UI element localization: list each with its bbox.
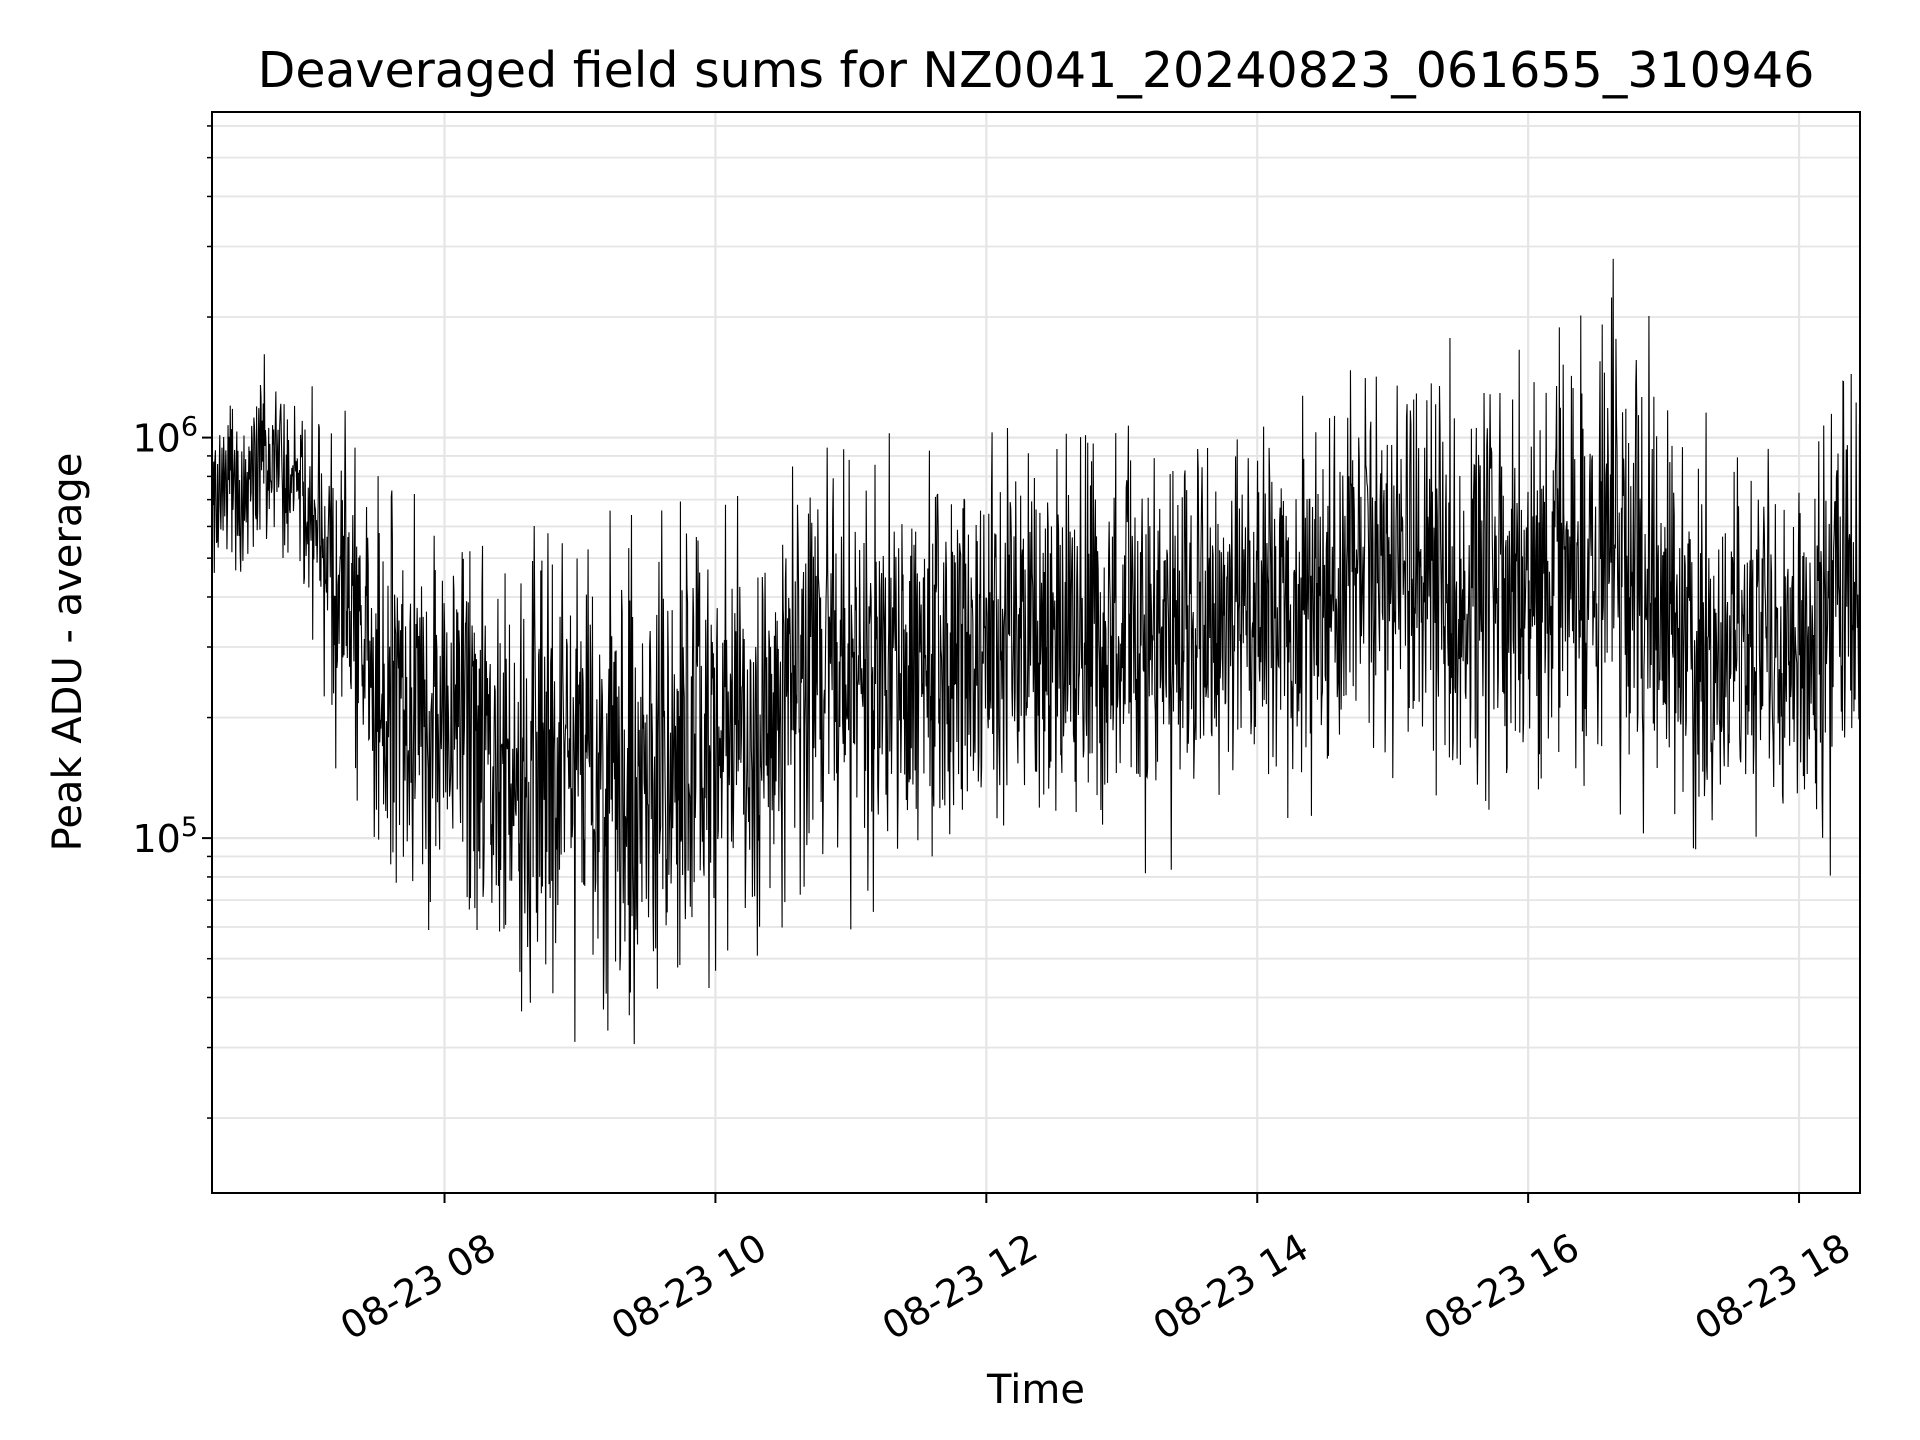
y-tick-label: 106 (132, 412, 198, 461)
y-axis-label: Peak ADU - average (45, 453, 91, 852)
chart-title: Deaveraged field sums for NZ0041_2024082… (258, 42, 1815, 99)
series-layer (212, 258, 1860, 1045)
plot-frame (211, 111, 1861, 1194)
x-axis-label: Time (986, 1367, 1085, 1413)
y-tick-label: 105 (132, 812, 198, 861)
series-line (212, 258, 1860, 1045)
y-axis: 105 106 (132, 125, 212, 1119)
